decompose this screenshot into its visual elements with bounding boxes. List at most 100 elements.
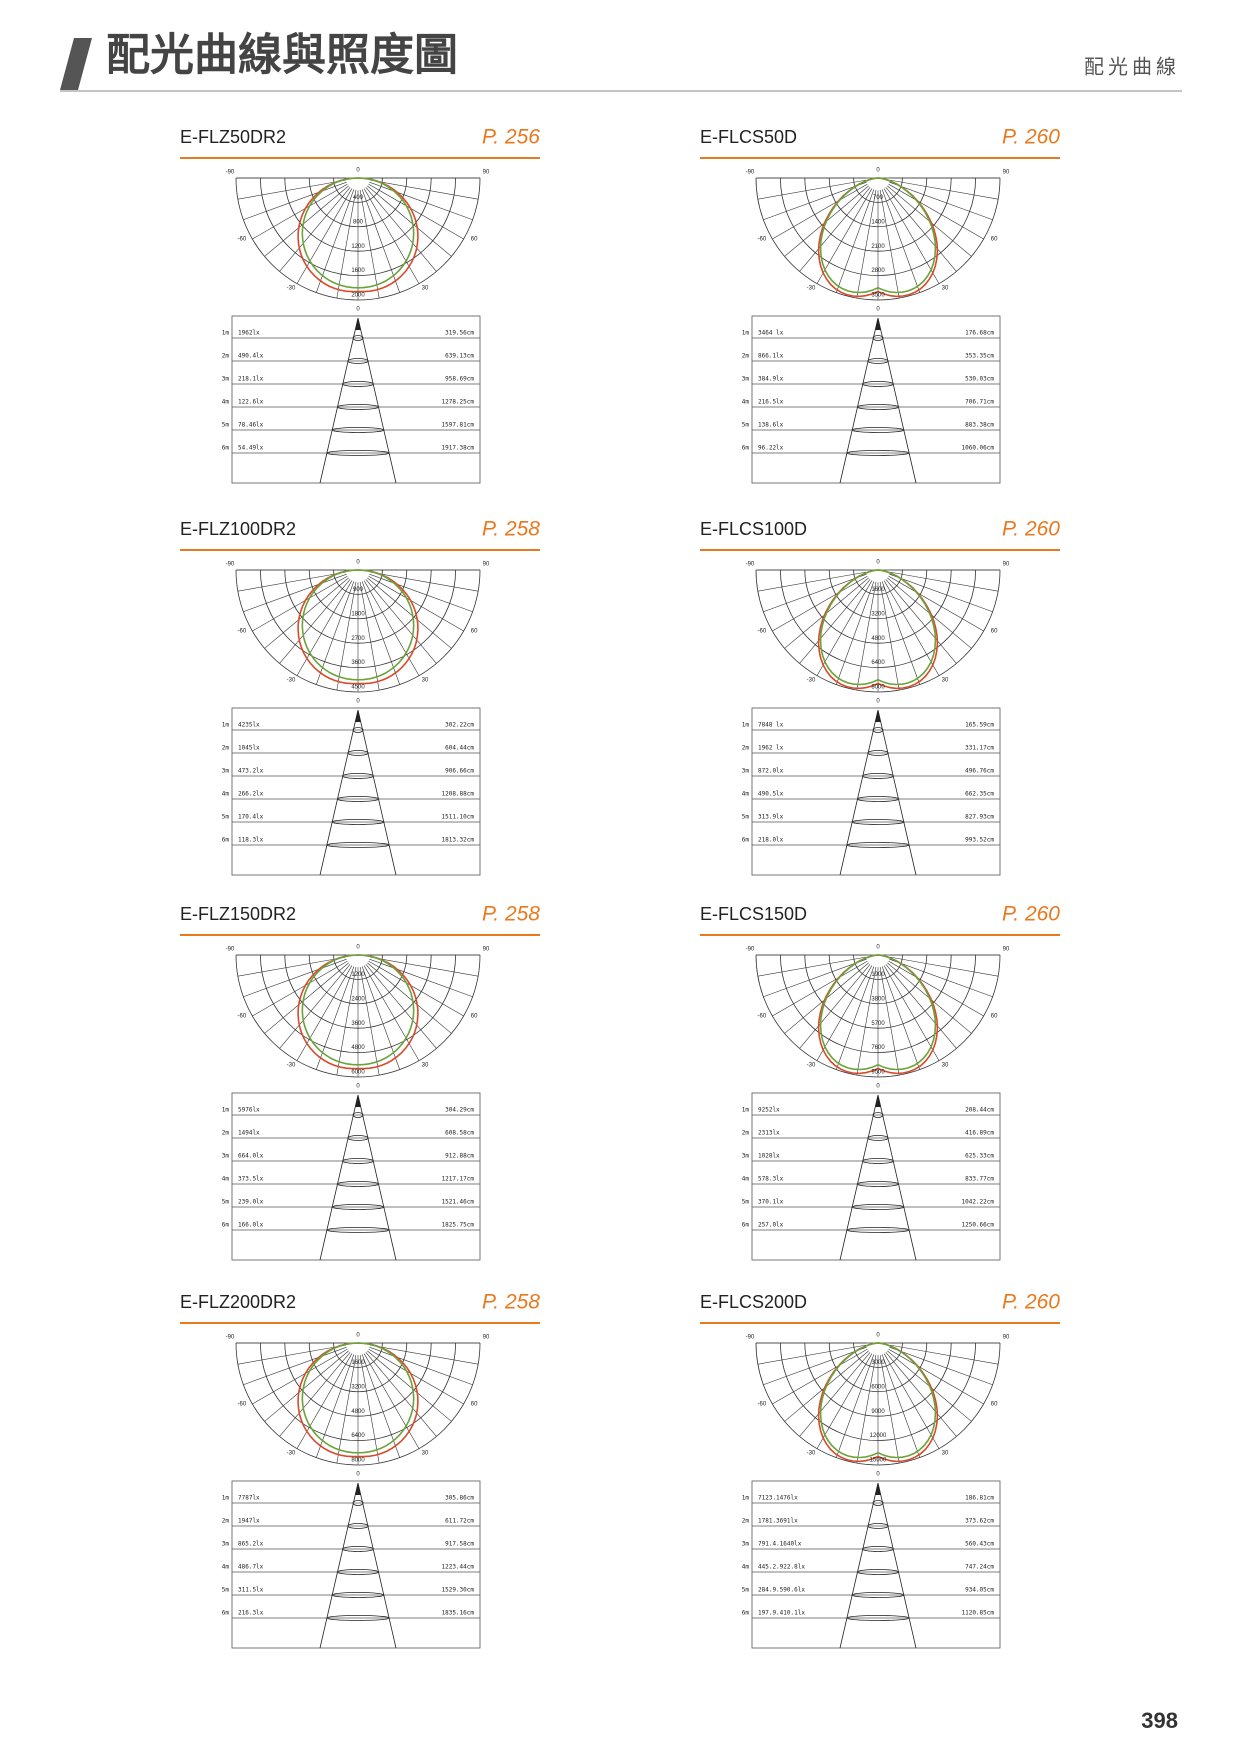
angle-label: -30 xyxy=(287,678,296,684)
cone-tip xyxy=(875,1483,881,1495)
angle-label: 0 xyxy=(876,307,880,313)
page-ref: P. 258 xyxy=(482,903,540,926)
angle-label: 0 xyxy=(876,1084,880,1090)
lux: 7123.1476lx xyxy=(758,1495,798,1502)
diameter: 912.88cm xyxy=(445,1153,474,1160)
angle-label: 0 xyxy=(876,945,880,951)
polar-spoke xyxy=(889,958,993,998)
diameter: 747.24cm xyxy=(965,1564,994,1571)
angle-label: 30 xyxy=(422,1451,429,1457)
polar-spoke xyxy=(336,966,357,1076)
diameter: 1835.16cm xyxy=(441,1610,474,1617)
angle-label: 60 xyxy=(991,1014,998,1020)
page-ref: P. 258 xyxy=(482,518,540,541)
distance: 4m xyxy=(222,791,230,798)
lux: 473.2lx xyxy=(238,768,264,775)
distance: 4m xyxy=(742,1176,750,1183)
ring-label: 1200 xyxy=(351,244,365,250)
beam-ellipse xyxy=(867,1523,889,1529)
section-label: 配光曲線 xyxy=(1084,55,1180,78)
distance: 6m xyxy=(222,445,230,452)
diameter: 1813.32cm xyxy=(441,837,474,844)
beam-ellipse xyxy=(331,1204,385,1210)
lux: 284.9.590.6lx xyxy=(758,1587,805,1594)
beam-ellipse xyxy=(336,796,380,802)
polar-spoke xyxy=(359,966,380,1076)
ring-label: 6400 xyxy=(871,660,885,666)
polar-spoke xyxy=(369,1344,479,1365)
beam-ellipse xyxy=(851,1592,905,1598)
polar-spoke xyxy=(799,187,871,272)
ring-label: 1400 xyxy=(871,219,885,225)
angle-label: -90 xyxy=(226,947,235,953)
polar-spoke xyxy=(365,579,437,664)
diameter: 1042.22cm xyxy=(961,1199,994,1206)
ring-label: 1600 xyxy=(351,1360,365,1366)
polar-spoke xyxy=(237,1344,347,1365)
polar-spoke xyxy=(252,960,348,1017)
diameter: 639.13cm xyxy=(445,353,474,360)
beam-ellipse xyxy=(862,1546,894,1552)
polar-spoke xyxy=(885,579,957,664)
distance: 4m xyxy=(222,1564,230,1571)
polar-spoke xyxy=(359,189,380,299)
diameter: 560.43cm xyxy=(965,1541,994,1548)
lux: 370.1lx xyxy=(758,1199,784,1206)
lux: 664.0lx xyxy=(238,1153,264,1160)
polar-spoke xyxy=(816,1353,873,1449)
distance: 5m xyxy=(742,814,750,821)
lux: 122.6lx xyxy=(238,399,264,406)
polar-spoke xyxy=(881,581,921,685)
cone-tip xyxy=(355,318,361,330)
polar-spoke xyxy=(889,956,999,977)
distance: 1m xyxy=(222,722,230,729)
diameter: 1120.85cm xyxy=(961,1610,994,1617)
angle-label: -90 xyxy=(226,562,235,568)
page-number: 398 xyxy=(1141,1708,1178,1733)
page-ref: P. 260 xyxy=(1002,903,1060,926)
angle-label: 60 xyxy=(471,1014,478,1020)
distance: 4m xyxy=(742,399,750,406)
lux: 1962lx xyxy=(238,330,260,337)
polar-spoke xyxy=(368,1348,464,1405)
table-frame xyxy=(751,707,1001,876)
polar-spoke xyxy=(889,179,999,200)
distance: 3m xyxy=(742,376,750,383)
lux: 311.5lx xyxy=(238,1587,264,1594)
angle-label: 0 xyxy=(876,1333,880,1339)
angle-label: 60 xyxy=(471,237,478,243)
beam-ellipse xyxy=(846,1227,910,1233)
diameter: 305.86cm xyxy=(445,1495,474,1502)
distance: 4m xyxy=(742,791,750,798)
polar-spoke xyxy=(369,956,479,977)
light-curve xyxy=(301,954,415,1066)
distance: 5m xyxy=(742,1587,750,1594)
diameter: 1597.81cm xyxy=(441,422,474,429)
ring-label: 2700 xyxy=(351,636,365,642)
diameter: 917.58cm xyxy=(445,1541,474,1548)
polar-spoke xyxy=(835,189,875,293)
diameter: 958.69cm xyxy=(445,376,474,383)
cone-left xyxy=(319,317,359,484)
lux: 486.7lx xyxy=(238,1564,264,1571)
distance: 6m xyxy=(222,1222,230,1229)
angle-label: 0 xyxy=(356,699,360,705)
beam-ellipse xyxy=(336,1181,380,1187)
model-name: E-FLCS100D xyxy=(700,519,807,539)
diameter: 706.71cm xyxy=(965,399,994,406)
diameter: 1060.06cm xyxy=(961,445,994,452)
ring-label: 3200 xyxy=(351,1384,365,1390)
beam-ellipse xyxy=(331,1592,385,1598)
angle-label: 60 xyxy=(471,629,478,635)
ring-label: 8000 xyxy=(871,685,885,691)
diameter: 1208.88cm xyxy=(441,791,474,798)
polar-spoke xyxy=(856,189,877,299)
distance: 1m xyxy=(742,330,750,337)
page-ref: P. 260 xyxy=(1002,518,1060,541)
polar-spoke xyxy=(336,1354,357,1464)
angle-label: -60 xyxy=(238,237,247,243)
beam-ellipse xyxy=(856,404,900,410)
lux: 872.0lx xyxy=(758,768,784,775)
distance: 3m xyxy=(222,376,230,383)
diameter: 1250.66cm xyxy=(961,1222,994,1229)
